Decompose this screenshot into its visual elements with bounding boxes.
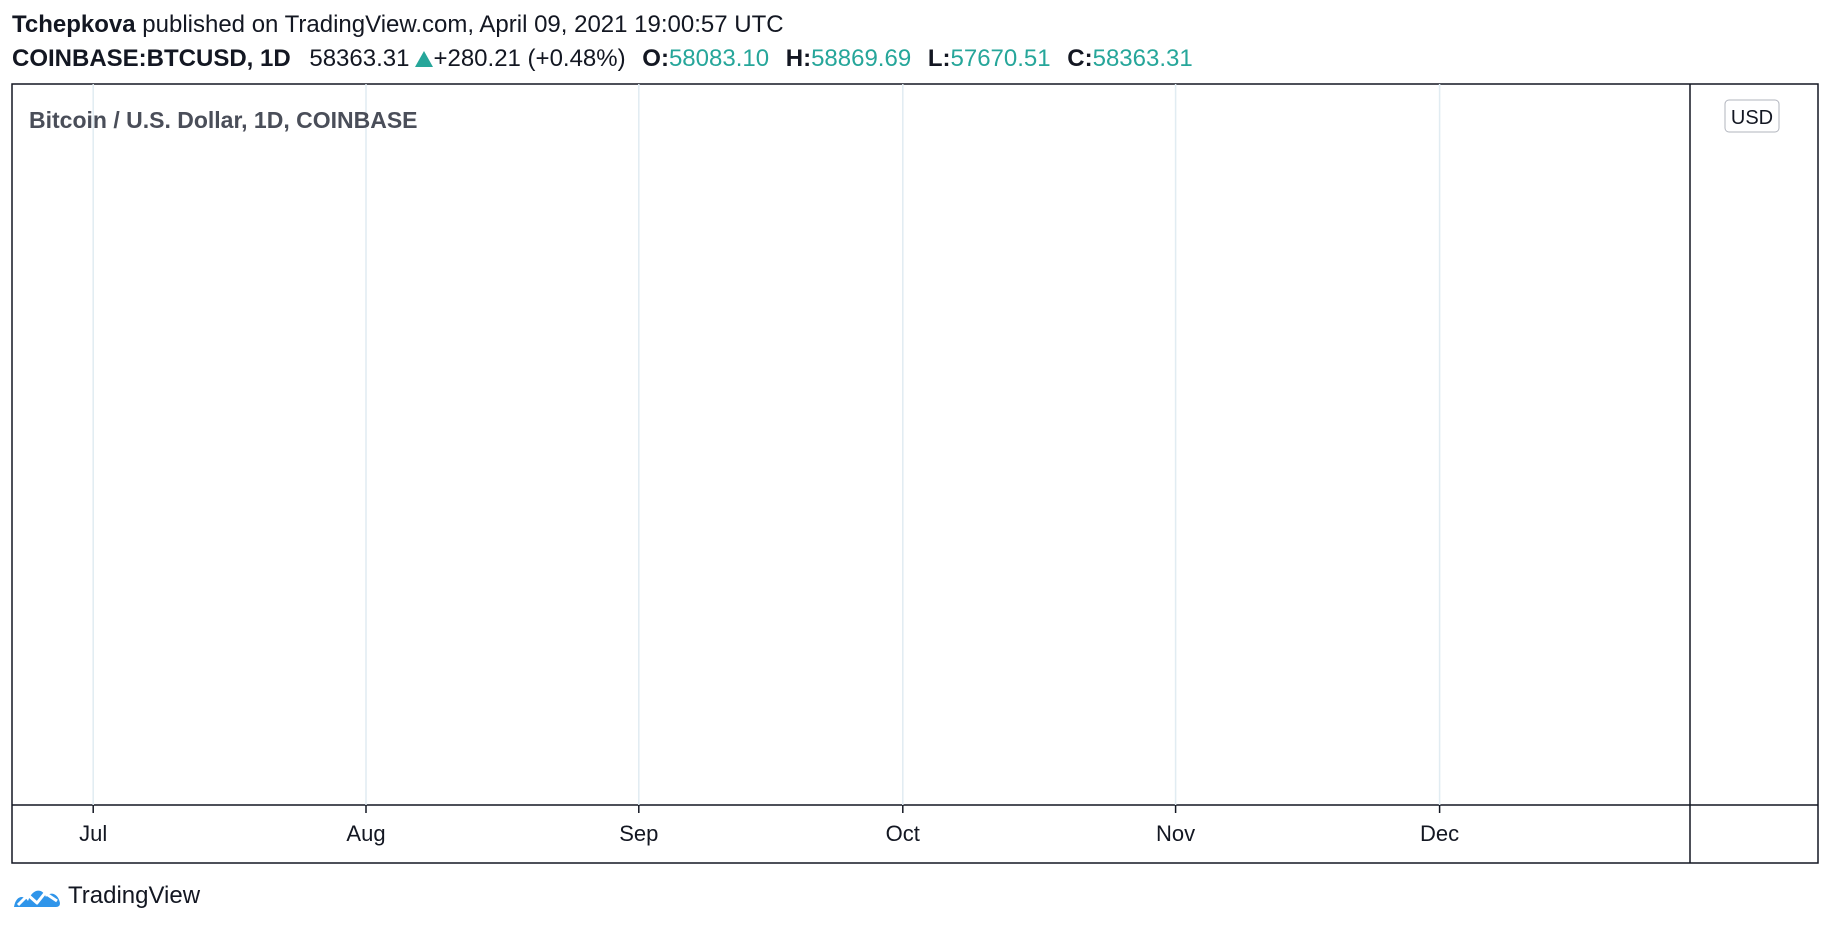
grid-lines xyxy=(92,84,1441,805)
change-value: +280.21 (+0.48%) xyxy=(433,45,626,72)
low-label: L: xyxy=(927,45,951,72)
symbol-label: COINBASE:BTCUSD, 1D xyxy=(12,45,291,72)
time-tick-label: Aug xyxy=(346,821,385,846)
footer: TradingView xyxy=(12,880,200,912)
chart-title: Bitcoin / U.S. Dollar, 1D, COINBASE xyxy=(29,107,418,133)
open-label: O: xyxy=(642,45,669,72)
brand-label[interactable]: TradingView xyxy=(68,882,201,909)
chart-frame xyxy=(11,83,1819,864)
time-tick-label: Sep xyxy=(619,821,658,846)
currency-badge[interactable]: USD xyxy=(1724,99,1780,133)
published-text: published on TradingView.com, April 09, … xyxy=(142,11,784,38)
chart-header: Tchepkova published on TradingView.com, … xyxy=(12,8,1193,76)
high-label: H: xyxy=(785,45,812,72)
close-label: C: xyxy=(1067,45,1093,72)
time-tick-label: Jul xyxy=(79,821,107,846)
open-value: 58083.10 xyxy=(668,45,770,72)
author-name[interactable]: Tchepkova xyxy=(12,11,136,38)
tradingview-logo-icon[interactable] xyxy=(12,881,62,911)
up-triangle-icon xyxy=(415,51,434,67)
currency-label: USD xyxy=(1731,107,1773,129)
close-value: 58363.31 xyxy=(1092,45,1193,72)
time-tick-label: Dec xyxy=(1420,821,1459,846)
ohlc-line: COINBASE:BTCUSD, 1D 58363.31 +280.21 (+0.… xyxy=(12,42,1193,76)
publish-line: Tchepkova published on TradingView.com, … xyxy=(12,8,1193,42)
high-value: 58869.69 xyxy=(811,45,912,72)
last-price: 58363.31 xyxy=(309,45,410,72)
time-tick-label: Nov xyxy=(1156,821,1195,846)
time-tick-label: Oct xyxy=(886,821,920,846)
low-value: 57670.51 xyxy=(950,45,1051,72)
time-axis[interactable]: Jul Aug Sep Oct Nov Dec xyxy=(79,805,1459,846)
